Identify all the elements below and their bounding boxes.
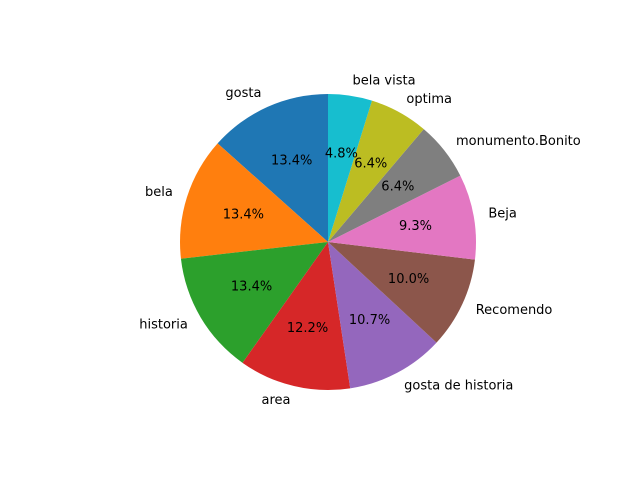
slice-label-area: area [261,393,290,408]
pct-label-gosta-de-historia: 10.7% [349,313,390,328]
pie-slice-bela-vista [328,94,372,242]
slice-label-gosta: gosta [225,86,261,101]
slice-label-monumento-bonito: monumento.Bonito [456,134,581,149]
slice-label-gosta-de-historia: gosta de historia [404,378,513,393]
slice-label-beja: Beja [488,207,517,222]
pie-slice-optima [328,100,424,243]
slice-label-bela: bela [145,185,173,200]
slices-layer [180,94,477,390]
pct-label-beja: 9.3% [399,219,432,234]
pie-slice-recomendo [328,242,475,343]
pct-label-bela-vista: 4.8% [325,147,358,162]
pie-slice-historia [180,242,328,363]
pie-slice-monumento-bonito [328,129,461,242]
slice-label-optima: optima [406,92,452,107]
pct-label-area: 12.2% [287,321,328,336]
labels-layer: gosta 13.4% bela 13.4% historia 13.4% area 12.2… [139,74,581,408]
pct-label-recomendo: 10.0% [388,272,429,287]
pie-slice-gosta-de-historia [328,242,437,389]
pct-label-optima: 6.4% [354,157,387,172]
pct-label-historia: 13.4% [231,280,272,295]
pct-label-monumento-bonito: 6.4% [381,180,414,195]
slice-label-bela-vista: bela vista [352,74,415,89]
pct-label-gosta: 13.4% [271,153,312,168]
pie-slice-area [242,242,351,390]
pie-slice-bela [180,143,328,259]
pct-label-bela: 13.4% [223,208,264,223]
pie-slice-gosta [217,94,328,242]
pie-slice-beja [328,175,477,260]
slice-label-recomendo: Recomendo [476,303,553,318]
slice-label-historia: historia [139,317,188,332]
